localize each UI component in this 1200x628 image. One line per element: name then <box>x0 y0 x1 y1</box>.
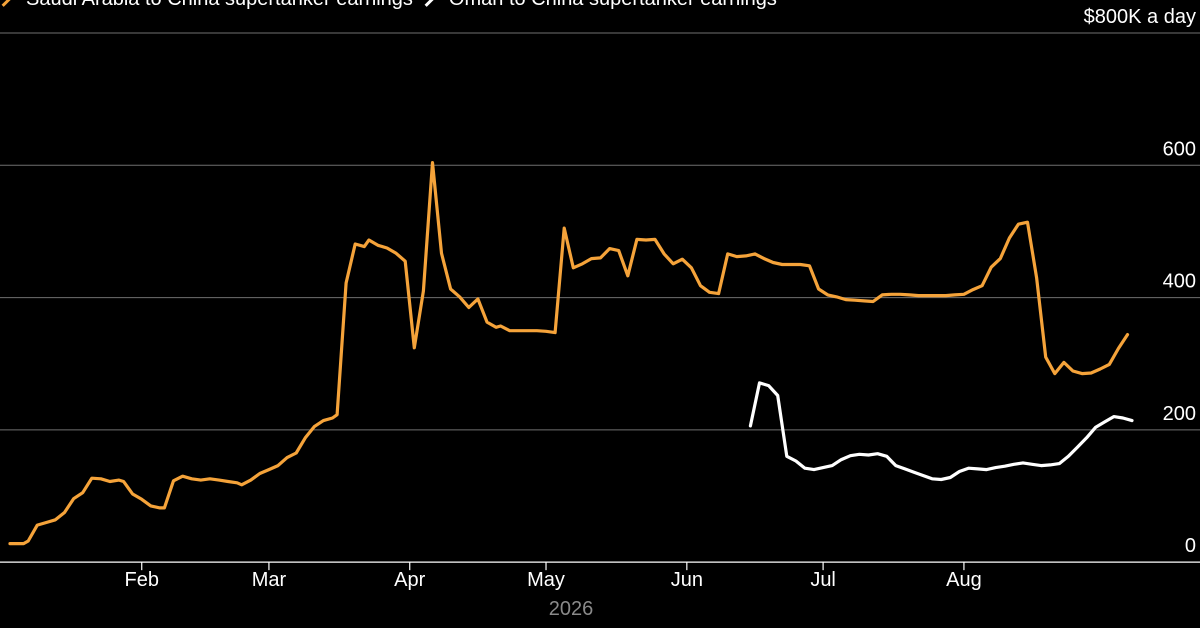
legend-label-saudi: Saudi Arabia to China supertanker earnin… <box>26 0 413 11</box>
y-tick-label: $800K a day <box>1084 6 1196 28</box>
x-tick-label: Feb <box>124 569 158 591</box>
series-line-oman <box>748 381 1134 482</box>
x-tick-label: Apr <box>394 569 425 591</box>
y-tick-label: 200 <box>1163 403 1196 425</box>
x-tick-label: Jun <box>671 569 703 591</box>
x-tick-label: Jul <box>810 569 836 591</box>
y-tick-label: 600 <box>1163 138 1196 160</box>
y-tick-label: 400 <box>1163 271 1196 293</box>
legend: Saudi Arabia to China supertanker earnin… <box>0 0 777 10</box>
legend-item-oman: Oman to China supertanker earnings <box>423 0 777 11</box>
x-tick-label: Mar <box>252 569 287 591</box>
legend-label-oman: Oman to China supertanker earnings <box>449 0 777 11</box>
series-line-saudi <box>8 161 1130 546</box>
x-tick-label: Aug <box>946 569 982 591</box>
legend-item-saudi: Saudi Arabia to China supertanker earnin… <box>0 0 413 11</box>
y-tick-label: 0 <box>1185 535 1196 557</box>
x-axis-year-label: 2026 <box>549 598 594 620</box>
x-tick-label: May <box>527 569 565 591</box>
